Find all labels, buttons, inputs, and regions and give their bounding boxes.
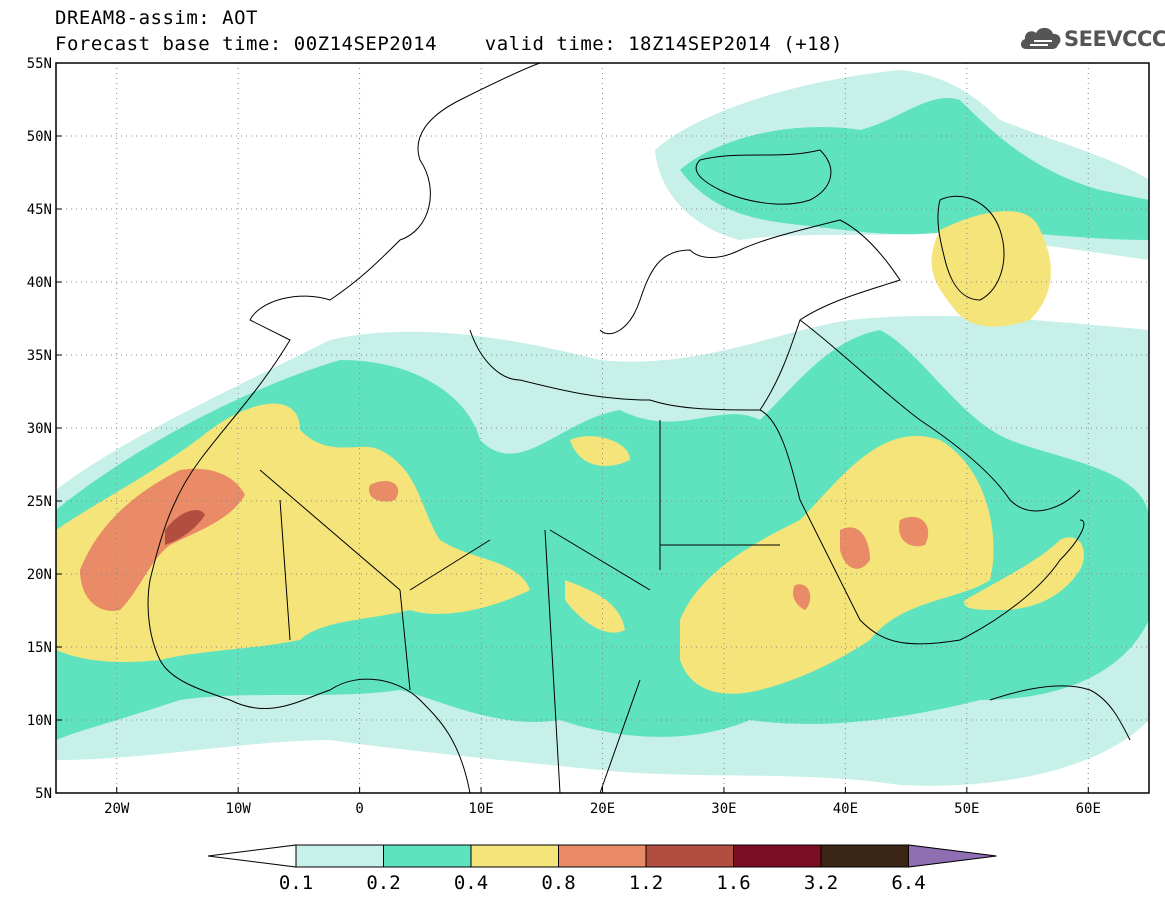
lat-tick-label: 20N: [27, 567, 52, 583]
colorbar-label: 0.8: [541, 872, 575, 894]
colorbar-label: 1.2: [629, 872, 663, 894]
lat-tick-label: 45N: [27, 202, 52, 218]
longitude-ticks: 20W 10W 0 10E 20E 30E 40E 50E 60E: [104, 787, 1101, 817]
forecast-time-line: Forecast base time: 00Z14SEP2014 valid t…: [55, 33, 843, 55]
colorbar-low-arrow: [207, 844, 297, 868]
colorbar-swatch: [558, 844, 647, 868]
colorbar-label: 6.4: [891, 872, 925, 894]
coastlines: [147, 63, 1131, 793]
lat-tick-label: 55N: [27, 56, 52, 72]
colorbar-swatch: [383, 844, 472, 868]
colorbar-labels: 0.1 0.2 0.4 0.8 1.2 1.6 3.2 6.4: [279, 872, 926, 894]
lon-tick-label: 40E: [833, 801, 858, 817]
lat-tick-label: 30N: [27, 421, 52, 437]
cloud-icon: [1020, 27, 1061, 49]
colorbar-label: 0.4: [454, 872, 488, 894]
lon-tick-label: 10E: [468, 801, 493, 817]
seevccc-logo: SEEVCCC: [1018, 23, 1165, 55]
colorbar: [207, 844, 997, 868]
lon-tick-label: 10W: [226, 801, 252, 817]
lat-tick-label: 25N: [27, 494, 52, 510]
lon-tick-label: 20W: [104, 801, 130, 817]
map-grid: [56, 63, 1149, 793]
lat-tick-label: 10N: [27, 713, 52, 729]
lon-tick-label: 60E: [1076, 801, 1101, 817]
map-title: DREAM8-assim: AOT: [55, 7, 258, 29]
colorbar-swatch: [645, 844, 734, 868]
colorbar-label: 0.2: [366, 872, 400, 894]
colorbar-label: 1.6: [716, 872, 750, 894]
lon-tick-label: 30E: [711, 801, 736, 817]
lat-tick-label: 40N: [27, 275, 52, 291]
colorbar-label: 3.2: [804, 872, 838, 894]
lat-tick-label: 5N: [35, 786, 52, 802]
lat-tick-label: 15N: [27, 640, 52, 656]
colorbar-swatch: [820, 844, 909, 868]
colorbar-swatch: [470, 844, 559, 868]
lon-tick-label: 0: [355, 801, 363, 817]
colorbar-swatch: [733, 844, 822, 868]
lon-tick-label: 20E: [590, 801, 615, 817]
latitude-ticks: 5N 10N 15N 20N 25N 30N 35N 40N 45N 50N 55N: [27, 56, 62, 802]
colorbar-label: 0.1: [279, 872, 313, 894]
lat-tick-label: 35N: [27, 348, 52, 364]
lat-tick-label: 50N: [27, 129, 52, 145]
colorbar-high-arrow: [908, 844, 997, 868]
lon-tick-label: 50E: [954, 801, 979, 817]
aot-field: [56, 70, 1149, 786]
logo-text: SEEVCCC: [1064, 27, 1165, 51]
colorbar-swatch: [295, 844, 384, 868]
